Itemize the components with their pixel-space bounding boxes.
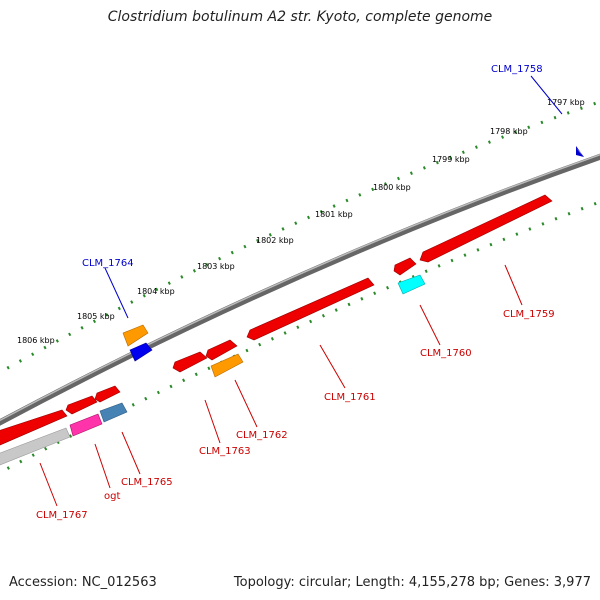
- gene-ogt-red[interactable]: [65, 395, 98, 415]
- leader-clm-1762: [234, 379, 258, 428]
- leader-clm-1761: [319, 344, 346, 389]
- label-clm-1759[interactable]: CLM_1759: [503, 309, 555, 320]
- accession-text: Accession: NC_012563: [9, 575, 157, 590]
- gene-clm-1761[interactable]: [246, 277, 375, 341]
- tick-label: 1799 kbp: [432, 155, 470, 164]
- label-clm-1758[interactable]: CLM_1758: [491, 64, 543, 75]
- leader-ogt: [94, 443, 111, 489]
- tick-label: 1798 kbp: [490, 127, 528, 136]
- gene-clm-1767-red[interactable]: [0, 409, 68, 446]
- gene-clm-1767-grey[interactable]: [0, 427, 71, 466]
- gene-clm-1762-orange[interactable]: [210, 353, 244, 378]
- label-ogt[interactable]: ogt: [104, 491, 120, 502]
- gene-clm-1760-cyan[interactable]: [397, 274, 426, 295]
- tick-label: 1803 kbp: [197, 262, 235, 271]
- leader-clm-1767: [39, 462, 58, 507]
- label-clm-1765[interactable]: CLM_1765: [121, 477, 173, 488]
- gene-labels: CLM_1758 CLM_1764 CLM_1759 CLM_1760 CLM_…: [36, 64, 555, 521]
- genome-summary-text: Topology: circular; Length: 4,155,278 bp…: [233, 575, 591, 590]
- colored-genes: [0, 274, 426, 466]
- label-clm-1763[interactable]: CLM_1763: [199, 446, 251, 457]
- gene-clm-1762-red[interactable]: [205, 339, 238, 361]
- genome-backbone: [0, 153, 600, 426]
- forward-genes: [0, 194, 553, 446]
- leader-clm-1764: [104, 267, 129, 319]
- tick-label: 1801 kbp: [315, 210, 353, 219]
- leader-clm-1765: [121, 431, 141, 475]
- gene-clm-1764-blue[interactable]: [129, 342, 153, 362]
- genome-backbone-highlight: [0, 153, 600, 422]
- leader-clm-1758: [530, 75, 563, 115]
- leader-clm-1763: [204, 399, 221, 444]
- label-leaders: [39, 75, 563, 507]
- label-clm-1760[interactable]: CLM_1760: [420, 348, 472, 359]
- map-title: Clostridium botulinum A2 str. Kyoto, com…: [107, 9, 493, 25]
- tick-label: 1800 kbp: [373, 183, 411, 192]
- gene-clm-1759[interactable]: [419, 194, 553, 263]
- label-clm-1761[interactable]: CLM_1761: [324, 392, 376, 403]
- tick-label: 1797 kbp: [547, 98, 585, 107]
- tick-label: 1804 kbp: [137, 287, 175, 296]
- label-clm-1767[interactable]: CLM_1767: [36, 510, 88, 521]
- label-clm-1762[interactable]: CLM_1762: [236, 430, 288, 441]
- gene-clm-1765-red[interactable]: [94, 385, 121, 403]
- leader-clm-1759: [504, 264, 523, 306]
- leader-clm-1760: [419, 304, 441, 346]
- ruler-tick-labels: 1797 kbp 1798 kbp 1799 kbp 1800 kbp 1801…: [17, 98, 585, 345]
- tick-label: 1805 kbp: [77, 312, 115, 321]
- gene-clm-1765-steel[interactable]: [99, 402, 128, 423]
- label-clm-1764[interactable]: CLM_1764: [82, 258, 134, 269]
- tick-label: 1802 kbp: [256, 236, 294, 245]
- gene-ogt-magenta[interactable]: [69, 413, 103, 437]
- direction-marker-icon: [576, 146, 584, 157]
- gene-clm-1763[interactable]: [172, 351, 208, 373]
- gene-clm-1764-orange[interactable]: [122, 324, 149, 347]
- outer-ruler-dots: [0, 100, 600, 374]
- inner-ruler-dots: [0, 200, 600, 475]
- gene-clm-1760-red[interactable]: [393, 257, 417, 276]
- tick-label: 1806 kbp: [17, 336, 55, 345]
